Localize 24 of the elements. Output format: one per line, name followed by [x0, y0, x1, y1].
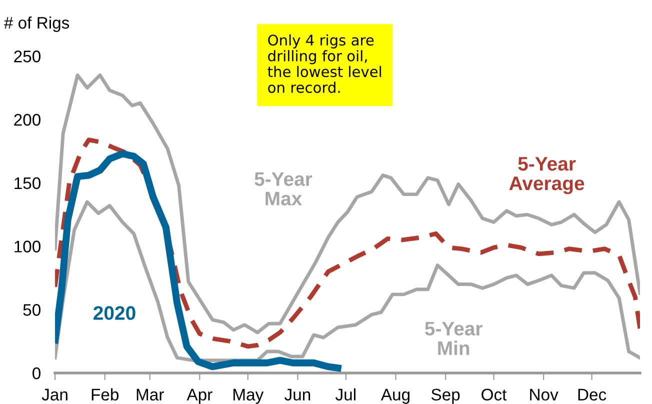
x-tick-label: Oct	[482, 388, 507, 401]
x-tick-label: Aug	[380, 388, 410, 404]
y-tick-label: 50	[23, 304, 40, 316]
y-tick-label: 150	[14, 177, 40, 190]
y-tick-label: 100	[14, 240, 40, 252]
annotation: Only 4 rigs are drilling for oil, the lowest level on record.	[268, 34, 382, 93]
x-tick-label: Jul	[336, 388, 356, 401]
y-tick-label: 250	[14, 50, 40, 62]
y-tick-label: 0	[32, 367, 40, 380]
x-tick-label: Jun	[284, 388, 310, 401]
y-tick-label: 200	[14, 114, 40, 126]
x-tick-label: Sep	[431, 388, 460, 404]
x-tick-label: Jan	[42, 388, 68, 401]
x-tick-label: Dec	[578, 388, 606, 401]
x-tick-label: Mar	[136, 388, 164, 401]
series-label: 5-Year Min	[424, 322, 482, 355]
series-label: 5-Year Max	[254, 172, 312, 206]
series-label: 2020	[94, 306, 136, 320]
x-tick-label: Nov	[530, 388, 558, 401]
text: 5-Year Average	[509, 157, 584, 194]
x-tick-label: May	[234, 388, 264, 404]
x-tick-label: Apr	[186, 388, 212, 404]
y-axis-title: # of Rigs	[4, 16, 70, 32]
x-tick-label: Feb	[92, 388, 119, 401]
